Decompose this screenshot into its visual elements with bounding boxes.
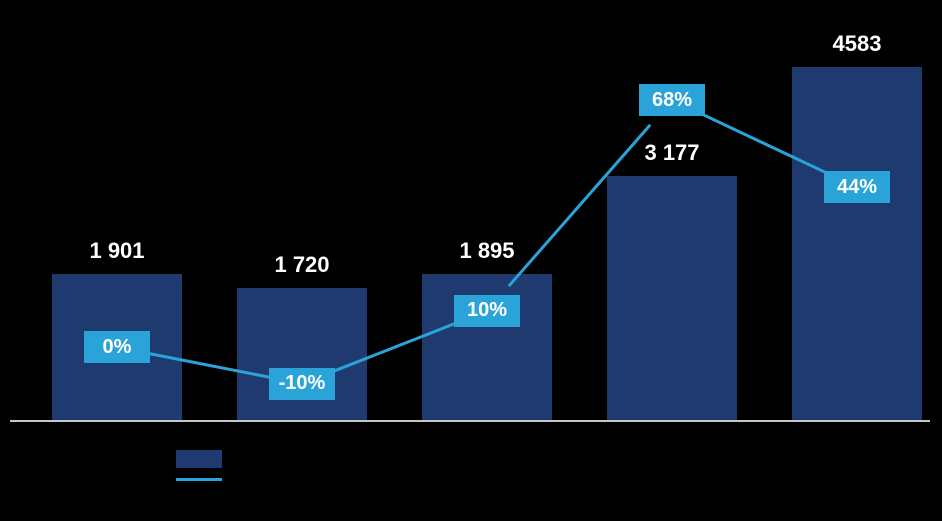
x-axis xyxy=(10,420,930,422)
bar-value-label: 1 901 xyxy=(89,238,144,264)
legend-item-bar xyxy=(176,450,236,468)
bar xyxy=(792,67,922,420)
legend-item-line xyxy=(176,478,236,481)
growth-pct-label: 68% xyxy=(639,84,705,116)
bar xyxy=(237,288,367,420)
bar-value-label: 1 720 xyxy=(274,252,329,278)
growth-pct-label: 0% xyxy=(84,331,150,363)
bar xyxy=(607,176,737,420)
bar-value-label: 3 177 xyxy=(644,140,699,166)
bar-value-label: 1 895 xyxy=(459,238,514,264)
revenue-growth-chart: 1 901 1 720 1 895 3 177 4583 0% -10% 10% 68% 44% xyxy=(0,0,942,521)
legend-line-swatch xyxy=(176,478,222,481)
growth-pct-label: 10% xyxy=(454,295,520,327)
growth-pct-label: -10% xyxy=(269,368,335,400)
bar-value-label: 4583 xyxy=(833,31,882,57)
legend-bar-swatch xyxy=(176,450,222,468)
legend xyxy=(176,450,236,491)
plot-area: 1 901 1 720 1 895 3 177 4583 xyxy=(30,20,910,420)
growth-pct-label: 44% xyxy=(824,171,890,203)
